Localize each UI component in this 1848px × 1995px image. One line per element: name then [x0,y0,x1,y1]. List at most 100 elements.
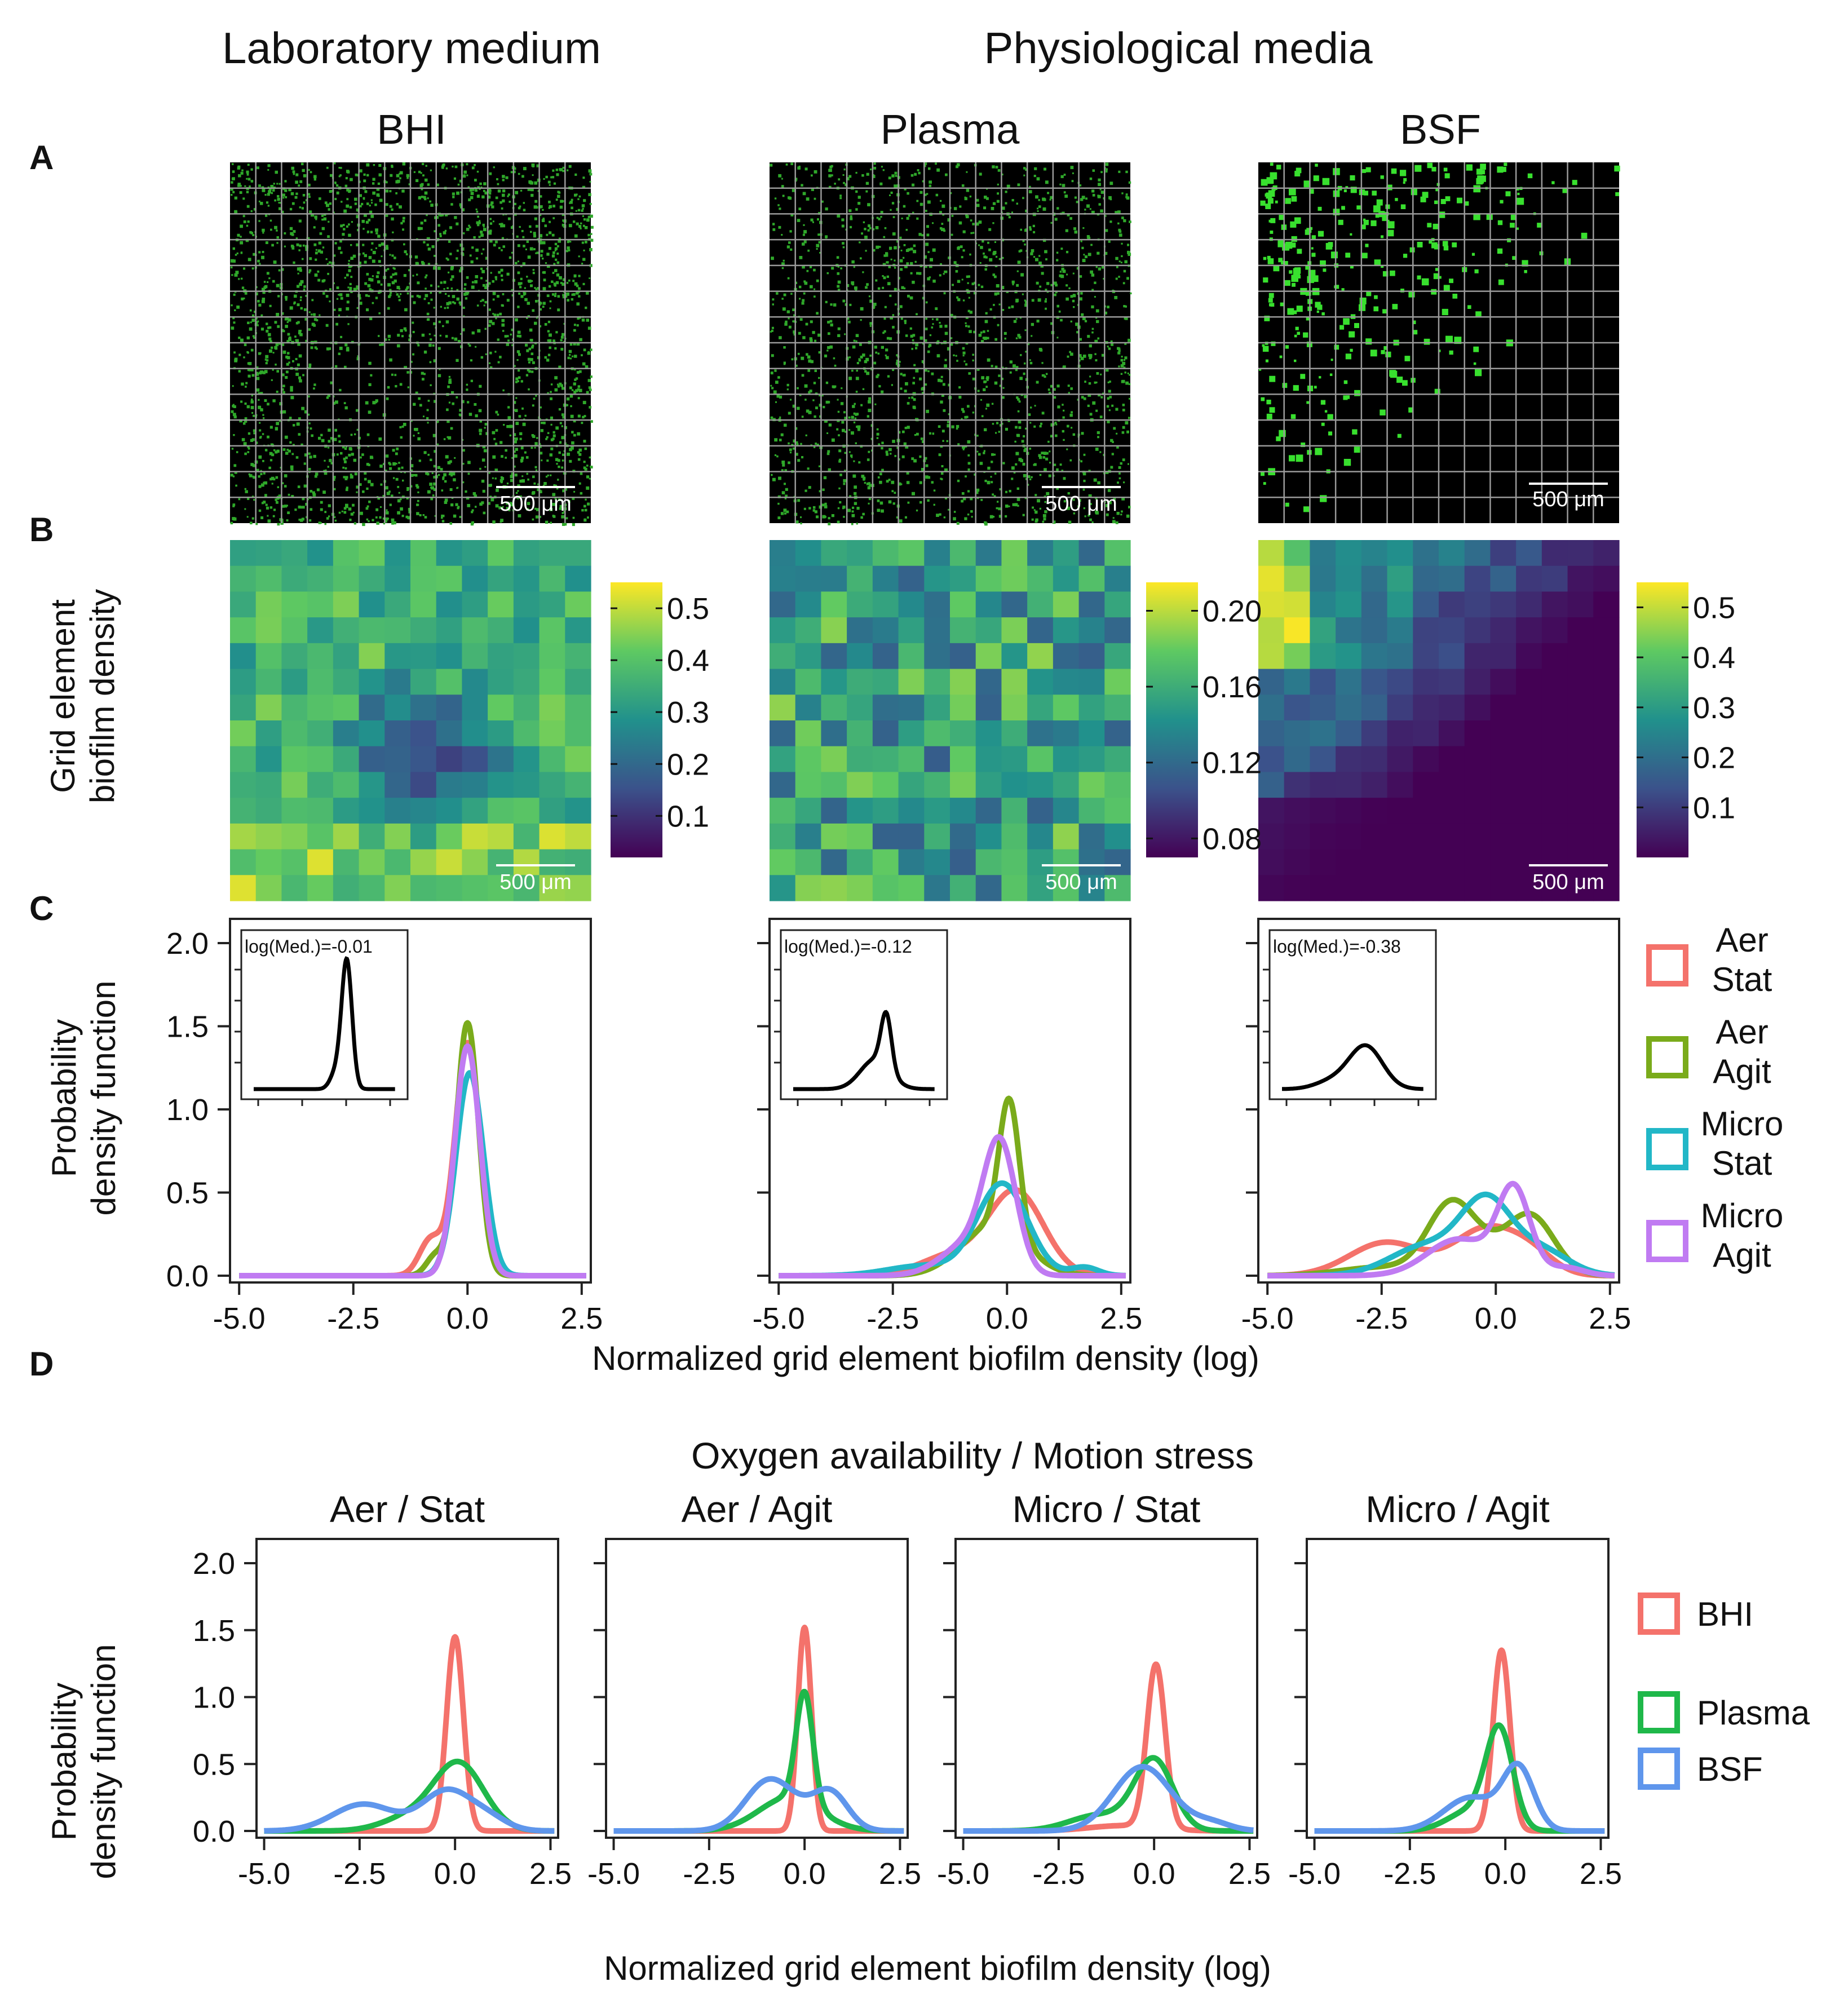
heatmap-cell [539,643,565,670]
heatmap-cell [898,849,925,875]
heatmap-cell [898,565,925,592]
heatmap-cell [255,772,282,798]
x-tick-label: 0.0 [784,1857,826,1891]
heatmap-cell [1284,540,1311,567]
colorbar-bhi: 0.5 0.4 0.3 0.2 0.1 [611,582,709,857]
heatmap-cell [539,695,565,721]
heatmap-cell [821,669,847,695]
heatmap-cell [770,617,796,644]
heatmap-cell [1001,875,1028,901]
heatmap-cell [462,772,488,798]
heatmap-cell [1104,849,1131,875]
heatmap-cell [255,617,282,644]
heatmap-cell [898,695,925,721]
heatmap-cell [821,746,847,773]
heatmap-cell [565,875,591,901]
heatmap-cell [1541,695,1568,721]
heatmap-cell [281,720,308,747]
heatmap-cell [1361,875,1388,901]
heatmap-cell [1413,591,1439,618]
inset-median-label: log(Med.)=-0.12 [784,936,912,957]
heatmap-cell [333,875,360,901]
colorbar-tick-label: 0.16 [1202,670,1262,704]
heatmap-cell [488,643,514,670]
heatmap-cell [281,772,308,798]
heatmap-cell [1310,540,1336,567]
heatmap-cell [488,617,514,644]
density-curve-plasma [1312,1722,1607,1834]
heatmap-cell [975,695,1002,721]
heatmap-cell [1490,746,1517,773]
legend-swatch [1638,1593,1680,1635]
heatmap-cell [255,875,282,901]
heatmap-cell [1387,746,1413,773]
heatmap-cell [410,772,437,798]
density-curve-bhi [611,1625,906,1834]
heatmap-cell [924,798,950,824]
heatmap-cell [770,643,796,670]
heatmap-cell [872,772,899,798]
density-ylabel-line1: Grid element [44,599,82,793]
heatmap-cell [436,798,463,824]
heatmap-cell [872,695,899,721]
heatmap-cell [513,695,540,721]
heatmap-cell [847,617,873,644]
heatmap-cells-bhi [230,540,591,901]
heatmap-cell [898,875,925,901]
heatmap-cell [1541,565,1568,592]
heatmap-cell [898,746,925,773]
heatmap-cell [1053,849,1080,875]
heatmap-cell [950,746,976,773]
heatmap-cell [1490,720,1517,747]
heatmap-cell [1439,798,1465,824]
heatmap-cell [359,849,385,875]
heatmap-cell [1541,540,1568,567]
heatmap-cell [255,849,282,875]
heatmap-cell [1567,772,1594,798]
biofilm-dots-bhi [230,162,594,527]
heatmap-cell [230,540,257,567]
heatmap-cell [1310,669,1336,695]
heatmap-cell [821,591,847,618]
heatmap-cell [1027,669,1054,695]
x-tick-label: 0.0 [986,1302,1028,1335]
heatmap-cell [1078,798,1105,824]
heatmap-cell [1593,643,1620,670]
heatmap-cell [410,823,437,850]
heatmap-cell [1490,643,1517,670]
heatmap-cell [795,617,822,644]
heatmap-cell [1001,695,1028,721]
heatmap-cell [950,875,976,901]
heatmap-cell [1078,643,1105,670]
heatmap-cell [384,823,411,850]
heatmap-cell [795,875,822,901]
heatmap-cell [847,746,873,773]
heatmap-cell [847,772,873,798]
x-axis-label-d: Normalized grid element biofilm density … [604,1949,1271,1987]
heatmap-cell [1104,617,1131,644]
heatmap-cell [1284,849,1311,875]
heatmap-cell [821,643,847,670]
heatmap-cell [898,798,925,824]
heatmap-cell [1593,720,1620,747]
heatmap-cell [872,643,899,670]
heatmap-cell [565,823,591,850]
heatmap-cell [462,720,488,747]
heatmap-cell [1541,798,1568,824]
heatmap-cell [488,746,514,773]
heatmap-cell [1593,617,1620,644]
legend-label-line1: Aer [1716,1013,1768,1051]
microscopy-image-bsf: 500 μm [1258,162,1620,523]
header-physiological-media: Physiological media [984,23,1373,73]
heatmap-cell [1284,669,1311,695]
heatmap-cell [898,669,925,695]
heatmap-cell [539,823,565,850]
legend-label-line1: Aer [1716,921,1768,959]
heatmap-cell [975,540,1002,567]
heatmap-cell [513,591,540,618]
heatmap-cell [950,720,976,747]
colorbar-tick-label: 0.3 [1693,691,1735,725]
density-curve-bhi [961,1661,1255,1834]
heatmap-cell [1593,591,1620,618]
